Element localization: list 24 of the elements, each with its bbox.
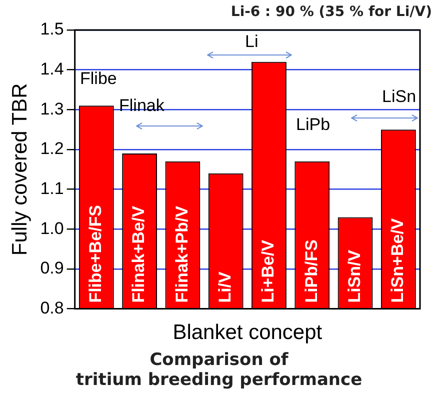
x-tick-label: Li+Be/V: [258, 239, 278, 303]
y-tick-label: 1.1: [40, 179, 64, 198]
text: Comparison of tritium breeding performance: [74, 350, 364, 390]
y-tick-label: 1.4: [40, 60, 64, 79]
y-tick-label: 1.3: [40, 99, 64, 118]
x-tick-label: LiSn/V: [344, 249, 364, 303]
x-tick-label: Li/V: [216, 270, 235, 303]
y-tick-label: 1.0: [40, 218, 64, 238]
annotation: LiPb: [296, 115, 330, 134]
x-tick-label: Flinak+Pb/V: [172, 205, 192, 303]
x-tick-label: LiSn+Be/V: [388, 218, 408, 303]
y-tick-label: 0.9: [40, 258, 64, 278]
annotation: Li: [245, 32, 258, 51]
x-axis-title: Blanket concept: [172, 321, 322, 344]
text: Li-6 : 90 % (35 % for Li/V): [230, 4, 432, 20]
x-tick-label: Flibe+Be/FS: [86, 205, 106, 303]
x-tick-label: Flinak+Be/V: [129, 205, 148, 303]
annotation: Flibe: [80, 69, 117, 88]
x-tick-label: LiPb/FS: [302, 240, 321, 303]
annotation: LiSn: [382, 87, 416, 106]
y-tick-label: 1.5: [40, 20, 64, 39]
y-tick-label: 0.8: [40, 298, 64, 318]
y-tick-label: 1.2: [40, 139, 64, 158]
y-axis-title: Fully covered TBR: [8, 83, 32, 256]
